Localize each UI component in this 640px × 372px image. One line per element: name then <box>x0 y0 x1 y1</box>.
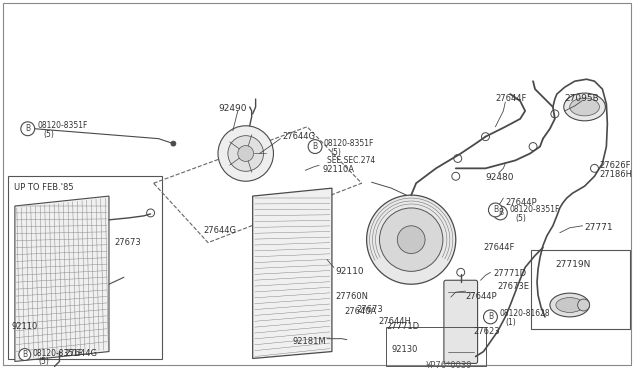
Text: 27640A: 27640A <box>345 307 377 316</box>
Text: B: B <box>312 142 317 151</box>
Ellipse shape <box>570 98 600 116</box>
Bar <box>8 176 161 359</box>
Circle shape <box>578 299 589 311</box>
Text: 92110: 92110 <box>335 267 364 276</box>
Text: 27095B: 27095B <box>564 94 600 103</box>
Polygon shape <box>15 196 109 362</box>
Text: 27644G: 27644G <box>65 349 97 357</box>
Circle shape <box>488 203 502 217</box>
Text: 92110: 92110 <box>12 322 38 331</box>
Circle shape <box>454 154 461 163</box>
Circle shape <box>529 142 537 151</box>
Text: 27186H: 27186H <box>600 170 632 179</box>
Text: 27644F: 27644F <box>495 94 527 103</box>
Text: (5): (5) <box>330 148 341 157</box>
Circle shape <box>171 141 176 146</box>
Text: 27623: 27623 <box>474 327 500 336</box>
Text: 92181M: 92181M <box>292 337 326 346</box>
Text: SEE SEC.274: SEE SEC.274 <box>327 157 375 166</box>
Text: UP TO FEB.'85: UP TO FEB.'85 <box>14 183 74 192</box>
Text: (5): (5) <box>38 356 49 366</box>
Circle shape <box>238 145 253 161</box>
Circle shape <box>551 110 559 118</box>
Text: 27644H: 27644H <box>378 317 412 326</box>
Text: 27760N: 27760N <box>335 292 368 301</box>
Text: 27771D: 27771D <box>493 269 527 278</box>
Text: B: B <box>498 208 503 217</box>
Ellipse shape <box>556 298 584 312</box>
Text: 27719N: 27719N <box>555 260 590 269</box>
Text: 27644G: 27644G <box>282 132 316 141</box>
Text: 27673: 27673 <box>356 305 383 314</box>
Circle shape <box>457 268 465 276</box>
Text: 08120-81628: 08120-81628 <box>499 309 550 318</box>
Circle shape <box>147 209 155 217</box>
Text: 92130: 92130 <box>392 344 418 354</box>
Text: 08120-8351F: 08120-8351F <box>509 205 559 214</box>
Circle shape <box>484 310 497 324</box>
Text: 27673E: 27673E <box>497 282 529 291</box>
Text: 92110A: 92110A <box>322 166 354 174</box>
Text: (5): (5) <box>44 130 54 139</box>
Circle shape <box>397 226 425 253</box>
Circle shape <box>19 349 31 360</box>
Text: 08120-8351F: 08120-8351F <box>33 349 83 357</box>
Text: (1): (1) <box>506 318 516 327</box>
Text: 27644P: 27644P <box>506 198 537 207</box>
Circle shape <box>228 136 264 171</box>
Text: B: B <box>25 124 30 133</box>
Text: 27644G: 27644G <box>203 226 236 235</box>
Circle shape <box>452 172 460 180</box>
Text: 92480: 92480 <box>486 173 514 182</box>
Ellipse shape <box>550 293 589 317</box>
FancyBboxPatch shape <box>444 280 477 363</box>
Text: 27673: 27673 <box>114 238 141 247</box>
Text: 27644P: 27644P <box>466 292 497 301</box>
Text: B: B <box>493 205 498 214</box>
Circle shape <box>218 126 273 181</box>
Bar <box>387 327 486 366</box>
Polygon shape <box>253 188 332 359</box>
Text: 27771D: 27771D <box>387 322 420 331</box>
Circle shape <box>308 140 322 154</box>
Text: 27771: 27771 <box>584 223 613 232</box>
Text: 27644F: 27644F <box>484 243 515 251</box>
Text: 08120-8351F: 08120-8351F <box>324 139 374 148</box>
Circle shape <box>481 133 490 141</box>
Bar <box>531 250 630 329</box>
Ellipse shape <box>564 93 605 121</box>
Text: 92490: 92490 <box>218 104 246 113</box>
Text: (5): (5) <box>515 214 526 223</box>
Text: B: B <box>22 350 28 359</box>
Circle shape <box>591 164 598 172</box>
Circle shape <box>367 195 456 284</box>
Circle shape <box>380 208 443 271</box>
Text: 27626F: 27626F <box>600 161 631 170</box>
Circle shape <box>493 206 508 220</box>
Text: B: B <box>488 312 493 321</box>
Text: 08120-8351F: 08120-8351F <box>38 121 88 130</box>
Circle shape <box>21 122 35 136</box>
Text: ¥P76*0039: ¥P76*0039 <box>426 362 472 371</box>
